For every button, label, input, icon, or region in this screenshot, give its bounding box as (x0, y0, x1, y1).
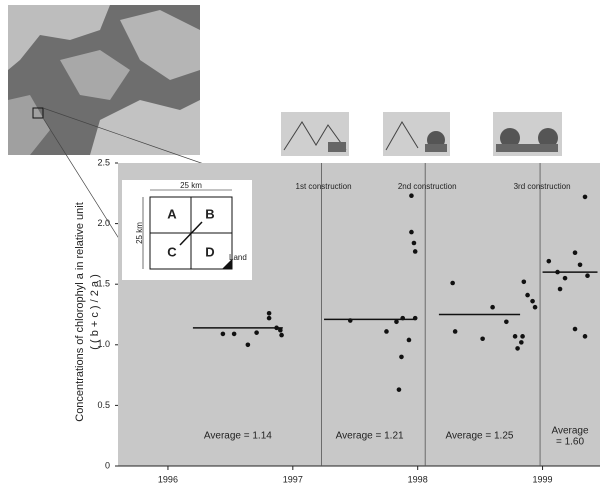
map (8, 5, 251, 281)
point (582, 334, 588, 339)
point (480, 336, 485, 342)
point (555, 269, 560, 275)
point (406, 337, 412, 343)
point (411, 240, 417, 246)
y-tick-label: 2.0 (97, 218, 110, 228)
point (399, 354, 404, 360)
point (278, 327, 283, 333)
point (245, 342, 251, 348)
y-tick-label: 0.5 (97, 400, 110, 410)
point (254, 330, 259, 335)
point (530, 298, 535, 304)
point (546, 258, 552, 264)
inset-label: Land (229, 253, 247, 262)
point (582, 194, 588, 200)
inset-label: 25 km (180, 181, 202, 190)
x-tick-label: 1996 (158, 474, 178, 484)
point (220, 331, 226, 337)
point (452, 329, 458, 334)
inset-label: D (205, 244, 214, 259)
average-label: Average = 1.14 (204, 431, 272, 442)
point (572, 326, 578, 332)
point (384, 329, 389, 334)
average-label: Average (551, 426, 589, 437)
construction-label: 1st construction (296, 182, 352, 191)
point (525, 292, 530, 298)
x-tick-label: 1997 (283, 474, 303, 484)
point (557, 286, 563, 292)
x-tick-label: 1999 (533, 474, 553, 484)
inset-label: C (167, 244, 177, 259)
point (279, 332, 284, 338)
point (400, 315, 406, 321)
point (532, 304, 538, 310)
point (412, 315, 418, 321)
point (519, 340, 524, 345)
point (409, 229, 414, 235)
y-tick-label: 0 (105, 460, 110, 470)
inset-label: B (205, 206, 214, 221)
average-label: = 1.60 (556, 437, 585, 448)
point (521, 279, 527, 285)
point (520, 334, 525, 339)
point (450, 280, 455, 286)
y-tick-label: 1.0 (97, 339, 110, 349)
point (231, 331, 237, 337)
construction-label: 3rd construction (514, 182, 571, 191)
construction-label: 2nd construction (398, 182, 457, 191)
inset: A B C D Land 25 km 25 km (122, 180, 252, 280)
point (409, 193, 414, 199)
point (512, 334, 518, 339)
point (585, 273, 590, 279)
point (572, 250, 578, 255)
y-axis-title: Concentrations of chlorophyl a in relati… (74, 202, 86, 422)
point (347, 318, 353, 323)
point (562, 275, 568, 281)
inset-label: 25 km (135, 222, 144, 244)
construction-icons (281, 112, 562, 156)
point (394, 319, 399, 325)
y-axis-title: ( ( b + c ) / 2 a ) (89, 274, 101, 350)
point (396, 387, 402, 392)
x-tick-label: 1998 (408, 474, 428, 484)
point (266, 310, 272, 316)
point (274, 325, 279, 331)
y-tick-label: 2.5 (97, 157, 110, 167)
point (515, 346, 520, 351)
y-tick-label: 1.5 (97, 279, 110, 289)
point (577, 262, 583, 268)
point (504, 319, 509, 325)
average-label: Average = 1.21 (336, 431, 404, 442)
inset-label: A (167, 206, 177, 221)
average-label: Average = 1.25 (446, 431, 514, 442)
point (266, 315, 272, 321)
point (490, 304, 495, 310)
point (412, 249, 418, 254)
